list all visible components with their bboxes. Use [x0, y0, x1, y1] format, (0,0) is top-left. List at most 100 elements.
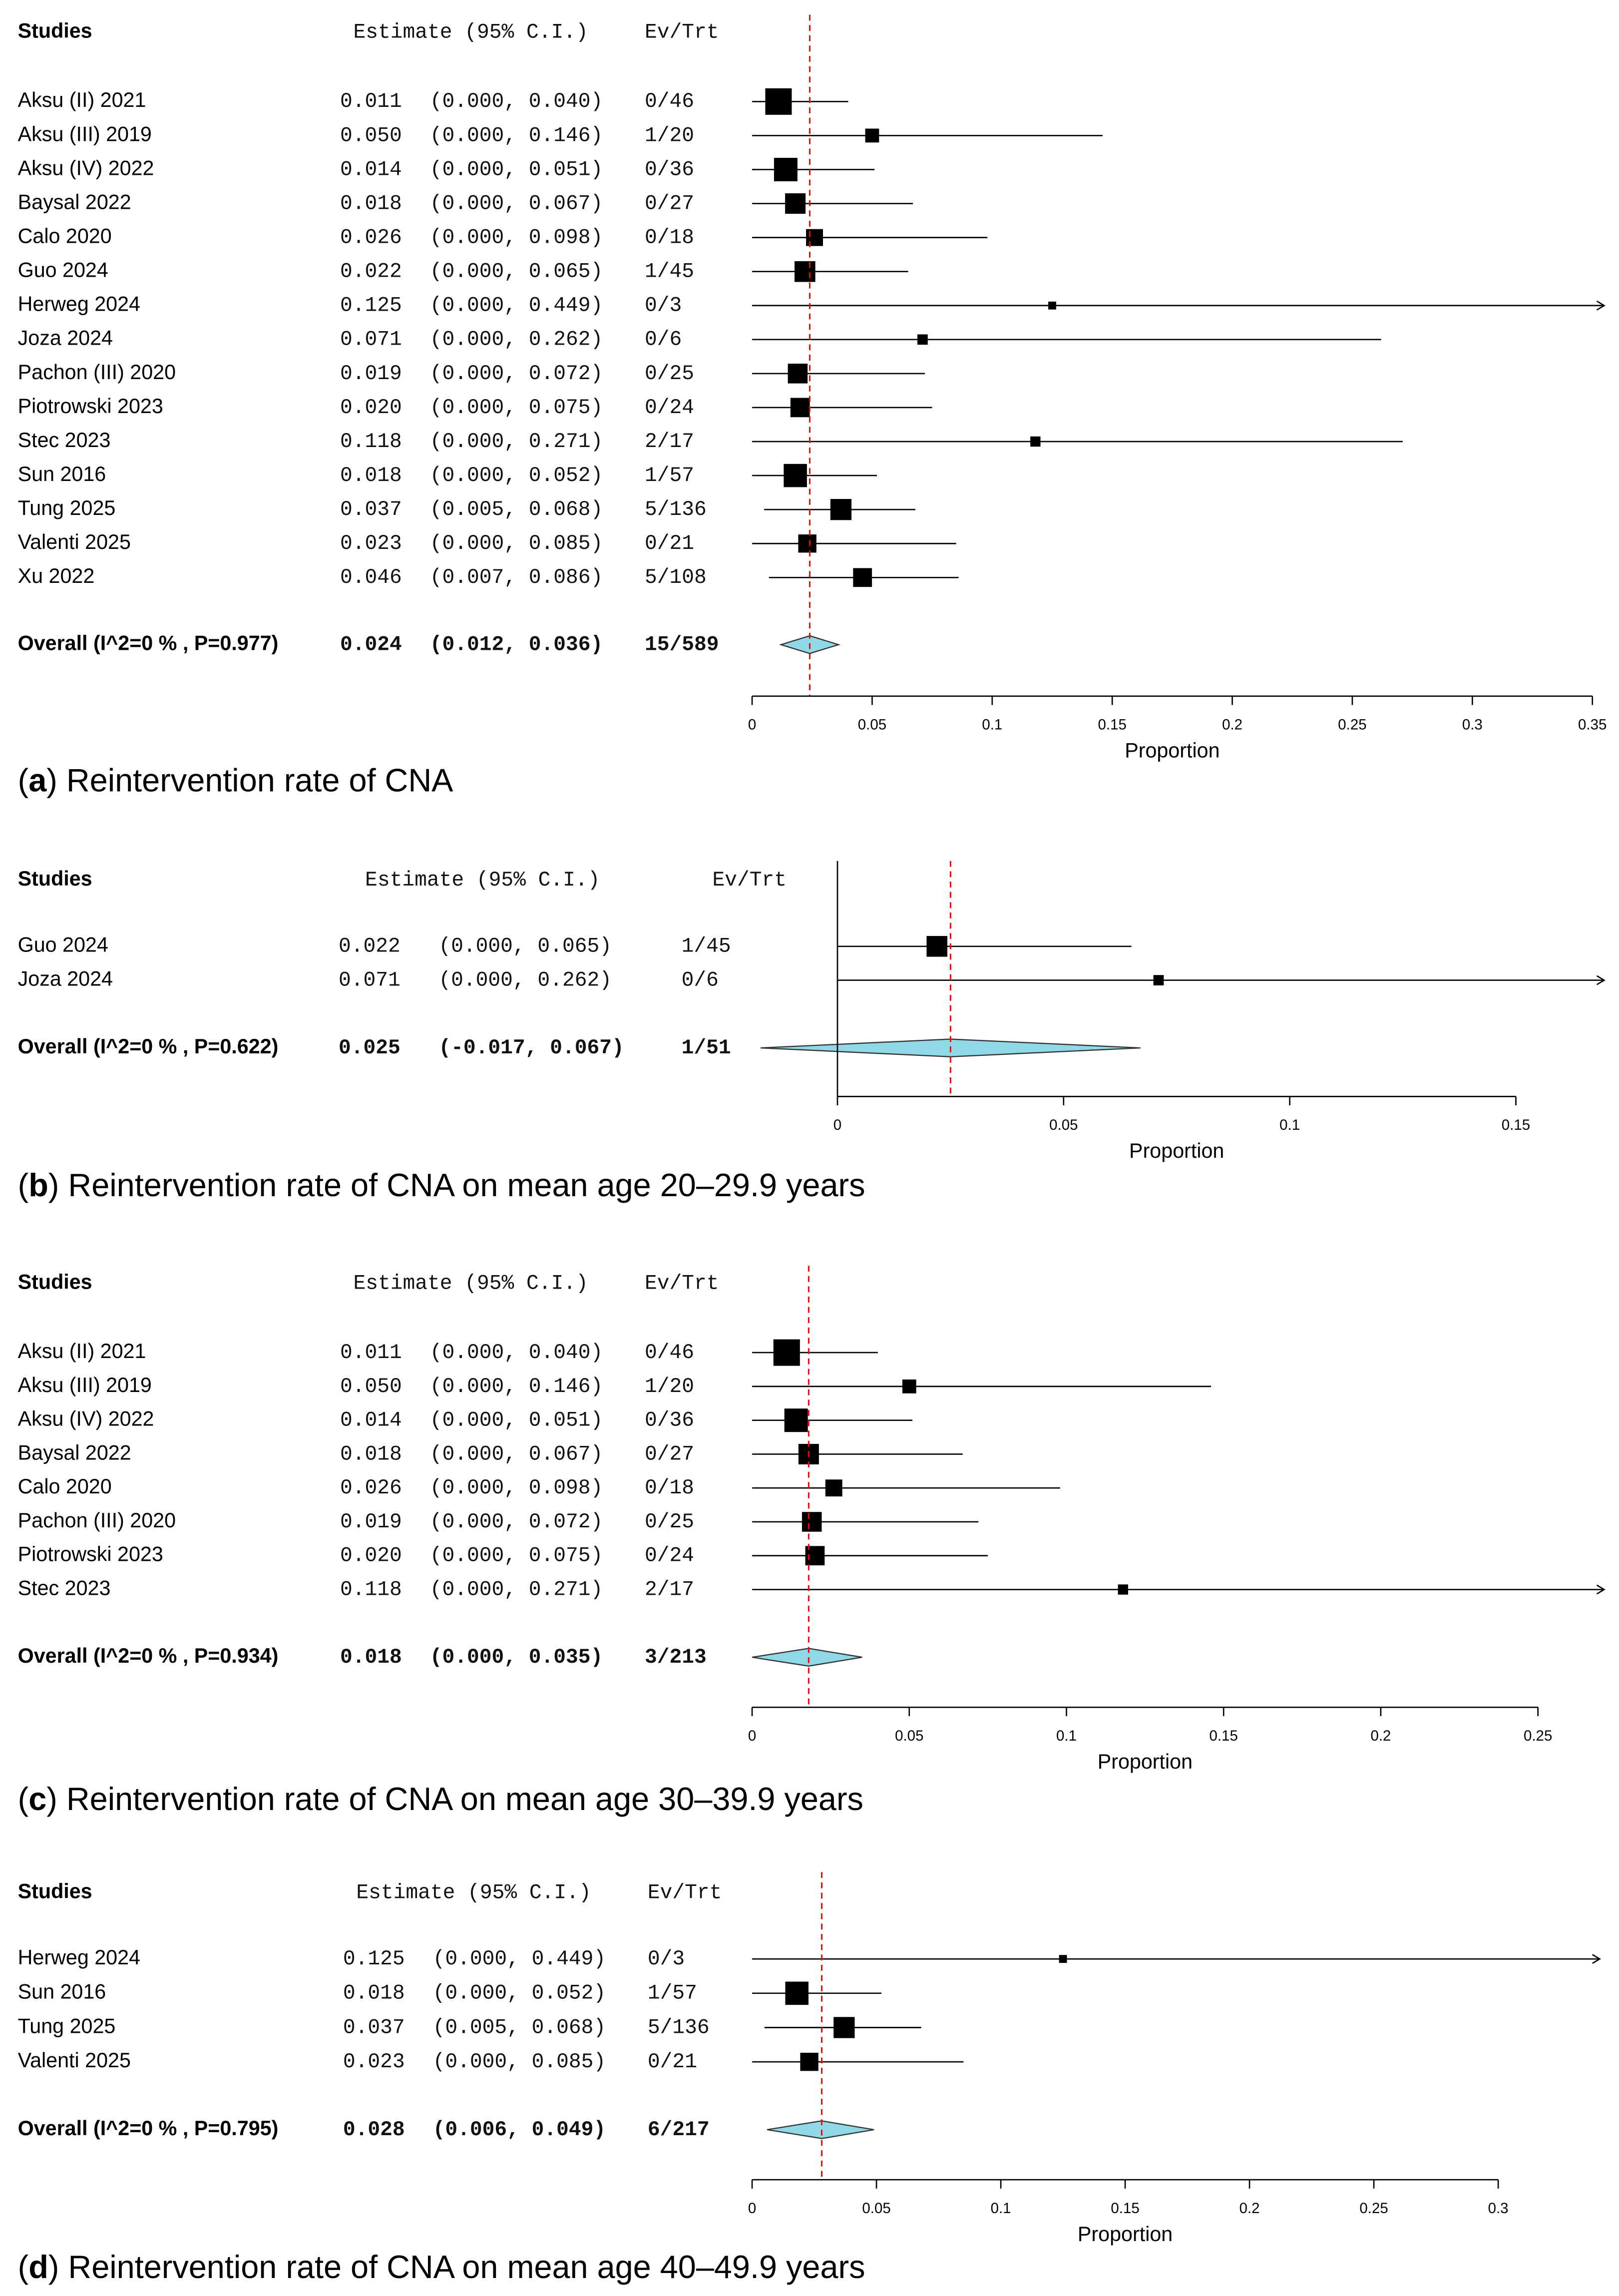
estimate-value: 0.018: [343, 1982, 405, 2005]
studies-header: Studies: [18, 1270, 92, 1293]
estimate-value: 0.014: [340, 158, 402, 181]
point-estimate-square: [802, 1512, 822, 1532]
confidence-interval: (0.000, 0.067): [430, 1443, 603, 1466]
x-tick-label: 0.05: [895, 1728, 923, 1744]
events-over-total: 0/36: [645, 158, 694, 181]
estimate-value: 0.050: [340, 1376, 402, 1398]
events-over-total: 5/108: [645, 566, 707, 589]
confidence-interval: (0.000, 0.075): [430, 1545, 603, 1568]
x-tick-label: 0.1: [991, 2200, 1011, 2217]
events-over-total: 0/21: [645, 532, 694, 555]
estimate-value: 0.018: [340, 1443, 402, 1466]
forest-panel-a: Studies Estimate (95% C.I.) Ev/Trt Aksu (II…: [18, 14, 1607, 799]
caption-paren: (: [18, 2249, 29, 2285]
study-name: Guo 2024: [18, 259, 108, 282]
evtrt-header: Ev/Trt: [645, 1272, 719, 1295]
estimate-value: 0.019: [340, 1511, 402, 1534]
x-tick-label: 0.05: [858, 717, 886, 733]
studies-header: Studies: [18, 867, 92, 890]
events-over-total: 1/57: [645, 464, 694, 487]
caption-text: Reintervention rate of CNA on mean age 2…: [68, 1167, 865, 1203]
study-name: Aksu (III) 2019: [18, 1374, 152, 1396]
confidence-interval: (0.005, 0.068): [430, 498, 603, 521]
x-tick-label: 0.25: [1338, 717, 1366, 733]
confidence-interval: (0.000, 0.051): [430, 158, 603, 181]
x-tick-label: 0.2: [1222, 717, 1242, 733]
point-estimate-square: [1048, 301, 1056, 310]
point-estimate-square: [926, 935, 948, 957]
overall-row: Overall (I^2=0 % , P=0.977) 0.024 (0.012, …: [18, 632, 841, 657]
study-name: Aksu (II) 2021: [18, 1340, 146, 1363]
events-over-total: 1/20: [645, 124, 694, 147]
study-row: Herweg 2024 0.125 (0.000, 0.449) 0/3: [18, 1946, 1602, 1971]
confidence-interval: (0.000, 0.085): [433, 2051, 606, 2074]
study-row: Tung 2025 0.037 (0.005, 0.068) 5/136: [18, 2014, 921, 2039]
study-row: Valenti 2025 0.023 (0.000, 0.085) 0/21: [18, 530, 956, 555]
x-tick-label: 0.15: [1210, 1728, 1238, 1744]
study-row: Piotrowski 2023 0.020 (0.000, 0.075) 0/24: [18, 1543, 988, 1568]
estimate-value: 0.046: [340, 566, 402, 589]
estimate-value: 0.018: [340, 192, 402, 215]
x-tick-label: 0.05: [1049, 1117, 1078, 1133]
estimate-value: 0.118: [340, 1578, 402, 1601]
study-row: Sun 2016 0.018 (0.000, 0.052) 1/57: [18, 1980, 882, 2005]
study-row: Pachon (III) 2020 0.019 (0.000, 0.072) 0/25: [18, 1509, 979, 1534]
study-name: Piotrowski 2023: [18, 395, 163, 418]
study-row: Guo 2024 0.022 (0.000, 0.065) 1/45: [18, 259, 908, 284]
study-name: Sun 2016: [18, 462, 106, 485]
study-row: Stec 2023 0.118 (0.000, 0.271) 2/17: [18, 1576, 1606, 1601]
confidence-interval: (0.000, 0.051): [430, 1409, 603, 1432]
estimate-value: 0.118: [340, 431, 402, 454]
events-over-total: 0/18: [645, 1477, 694, 1500]
x-tick-label: 0.35: [1578, 717, 1607, 733]
study-name: Valenti 2025: [18, 530, 131, 553]
point-estimate-square: [785, 193, 806, 214]
x-tick-label: 0.25: [1524, 1728, 1552, 1744]
events-over-total: 0/18: [645, 227, 694, 250]
events-over-total: 0/21: [648, 2051, 697, 2074]
panel-caption: (c) Reintervention rate of CNA on mean a…: [18, 1781, 863, 1817]
study-name: Overall (I^2=0 % , P=0.977): [18, 632, 279, 655]
study-name: Tung 2025: [18, 496, 116, 519]
caption-paren: (: [18, 1167, 29, 1203]
studies-header: Studies: [18, 1879, 92, 1902]
estimate-value: 0.020: [340, 1545, 402, 1568]
point-estimate-square: [795, 261, 815, 282]
confidence-interval: (0.007, 0.086): [430, 566, 603, 589]
study-name: Aksu (III) 2019: [18, 122, 152, 145]
point-estimate-square: [1118, 1584, 1128, 1595]
point-estimate-square: [917, 334, 928, 345]
overall-row: Overall (I^2=0 % , P=0.622) 0.025 (-0.017,…: [18, 1035, 1141, 1060]
point-estimate-square: [798, 534, 816, 553]
estimate-value: 0.037: [343, 2016, 405, 2039]
confidence-interval: (0.000, 0.271): [430, 431, 603, 454]
estimate-value: 0.020: [340, 397, 402, 420]
point-estimate-square: [773, 1339, 800, 1366]
events-over-total: 1/57: [648, 1982, 697, 2005]
confidence-interval: (0.000, 0.052): [433, 1982, 606, 2005]
study-row: Aksu (III) 2019 0.050 (0.000, 0.146) 1/20: [18, 122, 1103, 147]
study-name: Tung 2025: [18, 2014, 116, 2037]
estimate-value: 0.028: [343, 2119, 405, 2142]
caption-paren: (: [18, 762, 29, 799]
events-over-total: 0/3: [648, 1948, 685, 1971]
study-name: Aksu (II) 2021: [18, 88, 146, 111]
study-name: Overall (I^2=0 % , P=0.795): [18, 2117, 279, 2140]
panel-letter: a: [28, 762, 47, 799]
point-estimate-square: [784, 1408, 808, 1432]
events-over-total: 0/3: [645, 295, 682, 318]
estimate-value: 0.071: [340, 329, 402, 352]
confidence-interval: (0.006, 0.049): [433, 2119, 606, 2142]
events-over-total: 0/27: [645, 192, 694, 215]
confidence-interval: (0.012, 0.036): [430, 634, 603, 657]
panel-caption: (b) Reintervention rate of CNA on mean a…: [18, 1167, 865, 1203]
estimate-header: Estimate (95% C.I.): [356, 1881, 591, 1904]
study-row: Aksu (II) 2021 0.011 (0.000, 0.040) 0/46: [18, 1339, 878, 1366]
estimate-value: 0.022: [339, 935, 401, 958]
confidence-interval: (0.000, 0.146): [430, 124, 603, 147]
study-name: Pachon (III) 2020: [18, 1509, 176, 1532]
events-over-total: 0/25: [645, 1511, 694, 1534]
events-over-total: 0/46: [645, 90, 694, 113]
confidence-interval: (0.000, 0.271): [430, 1578, 603, 1601]
